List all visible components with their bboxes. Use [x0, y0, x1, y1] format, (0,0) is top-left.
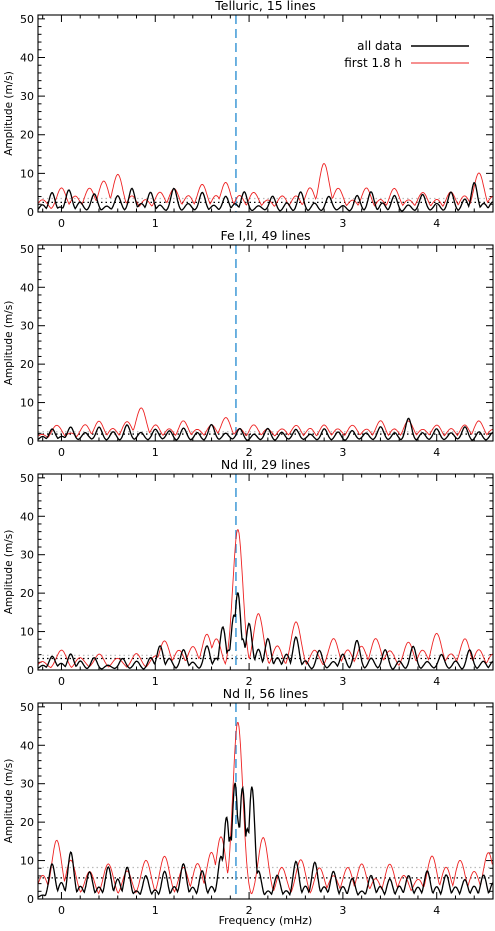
y-axis-label: Amplitude (m/s): [3, 759, 15, 844]
series-line-all-data: [38, 417, 493, 441]
y-tick-label: 10: [20, 626, 34, 639]
series-line-first-1-8h: [38, 407, 493, 438]
panel-title: Nd II, 56 lines: [223, 686, 309, 701]
y-tick-label: 10: [20, 397, 34, 410]
x-tick-label: 4: [433, 904, 440, 917]
x-tick-label: 1: [152, 904, 159, 917]
x-tick-label: 2: [246, 446, 253, 459]
x-tick-label: 1: [152, 217, 159, 230]
plot-frame: [37, 244, 494, 442]
x-tick-label: 4: [433, 675, 440, 688]
plot-frame: [37, 14, 494, 213]
series-line-all-data: [38, 782, 493, 898]
y-axis-label: Amplitude (m/s): [3, 71, 15, 156]
y-tick-label: 30: [20, 320, 34, 333]
y-tick-label: 50: [20, 13, 34, 26]
y-tick-label: 10: [20, 167, 34, 180]
y-tick-label: 20: [20, 129, 34, 142]
y-tick-label: 40: [20, 51, 34, 64]
panel-title: Nd III, 29 lines: [221, 457, 310, 472]
x-axis-label: Frequency (mHz): [219, 914, 313, 927]
y-tick-label: 0: [27, 664, 34, 677]
y-tick-label: 40: [20, 739, 34, 752]
y-tick-label: 20: [20, 816, 34, 829]
y-tick-label: 40: [20, 281, 34, 294]
legend: all data first 1.8 h: [344, 39, 469, 70]
x-tick-label: 2: [246, 675, 253, 688]
x-tick-label: 0: [58, 904, 65, 917]
plot-frame: [37, 473, 494, 671]
y-tick-label: 0: [27, 206, 34, 219]
x-tick-label: 4: [433, 217, 440, 230]
legend-entry-label: first 1.8 h: [344, 56, 402, 70]
y-tick-label: 40: [20, 510, 34, 523]
y-tick-label: 30: [20, 778, 34, 791]
y-tick-label: 0: [27, 435, 34, 448]
x-tick-label: 3: [339, 904, 346, 917]
series-line-all-data: [38, 592, 493, 670]
x-tick-label: 1: [152, 675, 159, 688]
y-tick-label: 20: [20, 358, 34, 371]
y-axis-label: Amplitude (m/s): [3, 530, 15, 615]
x-tick-label: 4: [433, 446, 440, 459]
panel-title: Telluric, 15 lines: [214, 0, 315, 13]
y-axis-label: Amplitude (m/s): [3, 301, 15, 386]
x-tick-label: 2: [246, 217, 253, 230]
x-tick-label: 0: [58, 446, 65, 459]
series-line-first-1-8h: [38, 722, 493, 895]
y-tick-label: 20: [20, 587, 34, 600]
series-line-first-1-8h: [38, 162, 493, 209]
x-tick-label: 2: [246, 904, 253, 917]
y-tick-label: 30: [20, 90, 34, 103]
x-tick-label: 3: [339, 446, 346, 459]
legend-entry-label: all data: [357, 39, 402, 53]
y-tick-label: 50: [20, 243, 34, 256]
x-tick-label: 1: [152, 446, 159, 459]
series-line-all-data: [38, 181, 493, 212]
x-tick-label: 3: [339, 217, 346, 230]
x-tick-label: 3: [339, 675, 346, 688]
y-tick-label: 50: [20, 701, 34, 714]
y-tick-label: 0: [27, 893, 34, 906]
y-tick-label: 10: [20, 855, 34, 868]
x-tick-label: 0: [58, 217, 65, 230]
y-tick-label: 30: [20, 549, 34, 562]
panel-title: Fe I,II, 49 lines: [220, 228, 310, 243]
plot-frame: [37, 702, 494, 900]
x-tick-label: 0: [58, 675, 65, 688]
y-tick-label: 50: [20, 472, 34, 485]
